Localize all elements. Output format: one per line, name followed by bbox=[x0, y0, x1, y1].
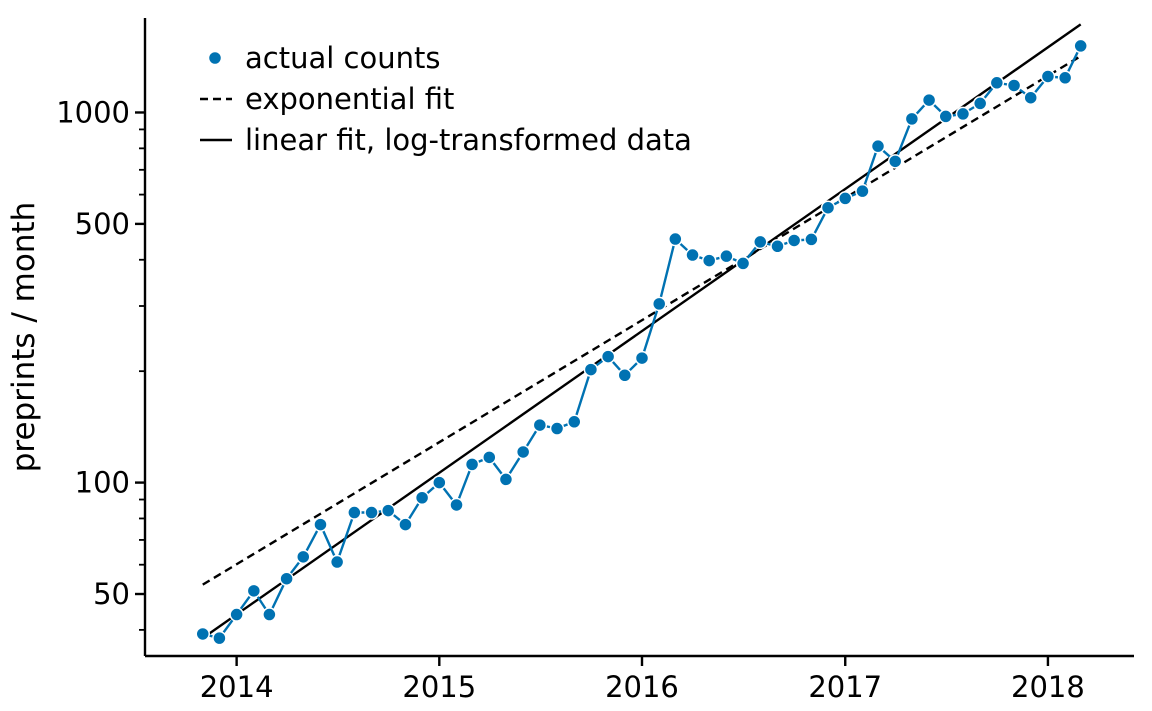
x-tick-label: 2016 bbox=[605, 670, 679, 704]
data-point bbox=[549, 421, 565, 436]
data-point bbox=[398, 517, 413, 532]
legend-label-exponential-fit: exponential fit bbox=[245, 82, 454, 116]
data-point bbox=[296, 549, 311, 565]
data-point bbox=[380, 503, 396, 518]
data-point bbox=[719, 248, 734, 264]
data-point bbox=[279, 571, 294, 586]
y-tick-label: 50 bbox=[93, 577, 130, 611]
data-point bbox=[668, 231, 683, 247]
data-point bbox=[904, 111, 920, 127]
data-point bbox=[855, 183, 870, 199]
data-point bbox=[347, 505, 362, 520]
x-tick-label: 2015 bbox=[402, 670, 476, 704]
data-point bbox=[921, 92, 937, 108]
series-actual-counts bbox=[195, 38, 1088, 646]
data-point bbox=[212, 630, 227, 646]
data-point bbox=[329, 554, 345, 570]
x-tick-label: 2014 bbox=[200, 670, 274, 704]
legend-marker-actual-counts bbox=[207, 50, 223, 66]
y-tick-label: 1000 bbox=[56, 95, 130, 129]
legend: actual counts exponential fit linear fit… bbox=[200, 41, 692, 157]
data-point bbox=[617, 367, 633, 383]
data-point bbox=[1023, 90, 1038, 105]
data-point bbox=[955, 106, 971, 122]
data-point bbox=[600, 349, 616, 364]
linear-fit-line bbox=[202, 23, 1082, 640]
data-point bbox=[229, 607, 244, 622]
x-tick-label: 2018 bbox=[1011, 670, 1085, 704]
data-point bbox=[870, 138, 886, 154]
data-point bbox=[1040, 69, 1056, 84]
y-axis-title: preprints / month bbox=[6, 202, 42, 473]
fit-lines bbox=[202, 23, 1082, 640]
data-point bbox=[753, 234, 768, 250]
data-point bbox=[364, 505, 379, 520]
y-tick-label: 100 bbox=[75, 466, 130, 500]
data-point bbox=[246, 583, 262, 599]
data-point bbox=[972, 96, 988, 111]
data-point bbox=[837, 191, 853, 206]
data-point bbox=[414, 490, 430, 506]
axes bbox=[143, 18, 1134, 658]
y-tick-label: 500 bbox=[75, 207, 130, 241]
data-point bbox=[938, 109, 954, 124]
data-point bbox=[464, 457, 480, 472]
data-point bbox=[701, 253, 717, 268]
data-point bbox=[770, 239, 785, 254]
data-point bbox=[786, 233, 802, 248]
x-tick-label: 2017 bbox=[808, 670, 882, 704]
data-point bbox=[1006, 78, 1022, 93]
data-point bbox=[515, 444, 531, 460]
data-point bbox=[634, 350, 650, 366]
data-point bbox=[482, 450, 497, 465]
data-point bbox=[1073, 38, 1088, 54]
data-point bbox=[498, 472, 514, 487]
data-point bbox=[820, 200, 836, 215]
data-point bbox=[989, 75, 1005, 91]
data-point bbox=[685, 247, 700, 263]
data-point bbox=[432, 475, 447, 490]
data-point bbox=[195, 626, 211, 642]
data-point bbox=[1057, 70, 1073, 86]
data-point bbox=[262, 607, 277, 622]
legend-label-linear-fit: linear fit, log-transformed data bbox=[245, 123, 692, 157]
data-point bbox=[532, 417, 548, 433]
ticks: 2014 2015 2016 2017 2018 50 100 500 1000 bbox=[56, 95, 1085, 704]
data-point bbox=[567, 414, 582, 430]
exponential-fit-line bbox=[202, 55, 1082, 586]
data-point bbox=[583, 362, 599, 377]
legend-label-actual-counts: actual counts bbox=[245, 41, 440, 75]
data-point bbox=[651, 296, 667, 312]
data-point bbox=[449, 497, 464, 513]
data-point bbox=[887, 154, 903, 169]
data-point bbox=[313, 517, 328, 532]
data-point bbox=[804, 232, 819, 247]
data-point bbox=[735, 256, 751, 271]
